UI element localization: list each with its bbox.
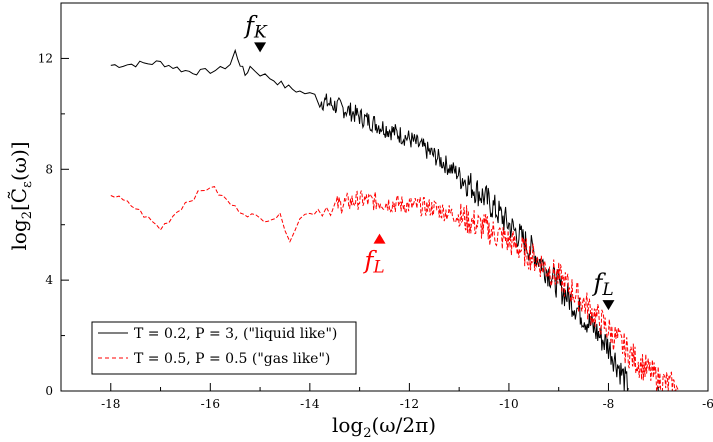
y-tick-label: 12: [38, 51, 53, 65]
x-tick-label: -14: [300, 397, 320, 411]
plot-lines: [110, 48, 679, 392]
annotation-marker-0: [254, 42, 267, 53]
x-tick-label: -8: [603, 397, 615, 411]
axis-ticks: -18 -16 -14 -12 -10 -8 -6 0 4 8 12: [38, 51, 713, 411]
y-tick-label: 8: [45, 162, 53, 176]
x-tick-label: -16: [201, 397, 220, 411]
y-tick-label: 0: [45, 384, 53, 398]
series-line-0: [110, 48, 629, 392]
y-tick-label: 4: [45, 273, 53, 287]
x-tick-label: -18: [101, 397, 120, 411]
x-tick-label: -6: [702, 397, 713, 411]
series-line-1: [110, 186, 679, 392]
x-tick-label: -12: [400, 397, 419, 411]
legend-label-liquid: T = 0.2, P = 3, ("liquid like"): [134, 326, 337, 342]
annotation-marker-2: [602, 300, 615, 311]
plot-frame: [60, 2, 709, 392]
legend: T = 0.2, P = 3, ("liquid like") T = 0.5,…: [91, 321, 357, 375]
y-axis-label: log2[C̃ε(ω)]: [7, 141, 35, 250]
x-axis-label: log2(ω/2π): [332, 413, 436, 441]
x-tick-label: -10: [499, 397, 518, 411]
legend-box: [91, 321, 357, 375]
legend-label-gas: T = 0.5, P = 0.5 ("gas like"): [134, 351, 330, 367]
annotation-marker-1: [373, 233, 386, 244]
